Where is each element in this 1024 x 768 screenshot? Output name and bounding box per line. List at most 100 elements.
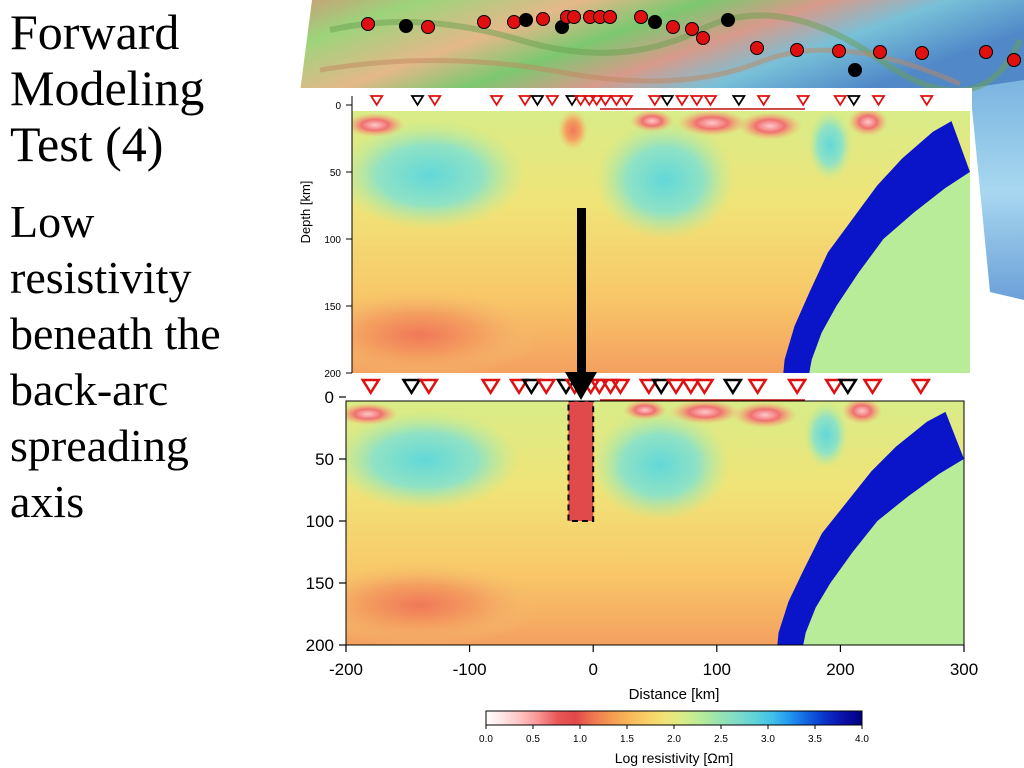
colorbar-label: Log resistivity [Ωm] [615, 750, 734, 766]
volcano-dot [507, 15, 521, 29]
volcano-dot [721, 13, 735, 27]
subtitle-line: axis [10, 476, 85, 527]
subtitle-line: resistivity [10, 252, 192, 303]
subducting-slab [777, 411, 964, 645]
top-station-markers [369, 95, 934, 107]
y-tick-label: 150 [324, 302, 341, 313]
station-marker [694, 378, 715, 396]
slab-underlying-mantle [803, 459, 964, 645]
station-marker [786, 378, 808, 396]
bottom-model-panel: 0 50 100 150 200 -200 -100 0 100 200 300 Distance… [306, 374, 978, 703]
volcano-dot [666, 20, 680, 34]
station-marker [360, 378, 381, 396]
x-tick-label: 100 [703, 660, 731, 679]
volcano-dot [832, 44, 846, 58]
y-tick-label: 100 [324, 235, 341, 246]
y-axis-label: Depth [km] [298, 181, 313, 244]
station-marker [589, 95, 604, 107]
slide-text-block: Forward Modeling Test (4) Low resistivit… [10, 0, 285, 530]
station-marker [910, 378, 931, 396]
colorbar-tick-label: 1.0 [573, 734, 587, 745]
station-marker [823, 378, 845, 396]
bottom-depth-axis: 0 50 100 150 200 [306, 388, 346, 655]
volcano-dot [536, 12, 550, 26]
x-tick-label: 0 [588, 660, 597, 679]
station-marker [871, 95, 886, 107]
station-marker [674, 95, 690, 107]
distance-axis: -200 -100 0 100 200 300 [329, 645, 978, 679]
station-marker [660, 95, 675, 107]
station-marker [480, 378, 501, 396]
volcano-dot [790, 43, 804, 57]
volcano-dot [399, 19, 413, 33]
colorbar-tick-label: 0.5 [526, 734, 540, 745]
colorbar-tick-label: 3.5 [808, 734, 822, 745]
colorbar-tick-label: 0.0 [479, 734, 493, 745]
station-marker [680, 378, 702, 396]
relief-map-background [300, 0, 1024, 300]
y-tick-label: 200 [324, 369, 341, 380]
volcano-dot [567, 10, 581, 24]
station-marker [665, 378, 687, 396]
y-tick-label: 0 [335, 101, 341, 112]
top-resistivity-field [352, 111, 970, 373]
station-marker [747, 378, 768, 396]
volcano-dot [477, 15, 491, 29]
x-tick-label: 200 [826, 660, 854, 679]
added-conductor-block [567, 401, 595, 522]
title-line: Forward [10, 4, 180, 60]
volcano-dot [979, 45, 993, 59]
volcano-dot [361, 17, 375, 31]
station-marker [427, 95, 442, 107]
station-marker [530, 95, 545, 107]
x-tick-label: -100 [453, 660, 487, 679]
colorbar-ticks: 0.0 0.5 1.0 1.5 2.0 2.5 3.0 3.5 4.0 [479, 725, 869, 745]
title-line: Test (4) [10, 116, 164, 172]
colorbar-swatch [485, 710, 863, 726]
station-marker [703, 95, 718, 107]
top-depth-axis: 0 50 100 150 200 [324, 96, 353, 380]
volcano-dot [915, 46, 929, 60]
bottom-plot-frame [345, 400, 965, 646]
subtitle-line: spreading [10, 420, 189, 471]
colorbar-tick-label: 2.0 [667, 734, 681, 745]
y-tick-label: 0 [325, 388, 334, 407]
colorbar: 0.0 0.5 1.0 1.5 2.0 2.5 3.0 3.5 4.0 Log resistiv… [479, 710, 869, 766]
station-marker [589, 378, 610, 396]
station-marker [369, 95, 384, 107]
volcano-dot [1007, 53, 1021, 67]
station-marker [564, 95, 580, 107]
volcano-dot [634, 10, 648, 24]
x-tick-label: -200 [329, 660, 363, 679]
volcano-markers [361, 10, 1021, 77]
station-marker [689, 95, 704, 107]
subtitle-line: Low [10, 196, 95, 247]
station-marker [410, 95, 425, 107]
x-axis-label: Distance [km] [629, 686, 720, 703]
station-marker [638, 378, 660, 396]
colorbar-tick-label: 2.5 [714, 734, 728, 745]
colorbar-tick-label: 1.5 [620, 734, 634, 745]
station-marker [609, 95, 624, 107]
station-marker [610, 378, 631, 396]
volcano-dot [519, 13, 533, 27]
station-marker [722, 378, 744, 396]
volcano-dot [648, 15, 662, 29]
station-marker [796, 95, 811, 107]
station-marker [756, 95, 771, 107]
station-marker [919, 95, 934, 107]
y-tick-label: 100 [306, 512, 334, 531]
volcano-dot [603, 10, 617, 24]
slide-subtitle: Low resistivity beneath the back-arc spr… [10, 194, 285, 530]
colorbar-tick-label: 4.0 [855, 734, 869, 745]
station-marker [650, 378, 672, 396]
y-tick-label: 200 [306, 636, 334, 655]
title-line: Modeling [10, 60, 205, 116]
station-marker [418, 378, 440, 396]
station-marker [545, 95, 560, 107]
bottom-resistivity-field [346, 401, 964, 645]
y-tick-label: 50 [330, 168, 342, 179]
station-marker [489, 95, 504, 107]
y-tick-label: 150 [306, 574, 334, 593]
x-tick-label: 300 [950, 660, 978, 679]
